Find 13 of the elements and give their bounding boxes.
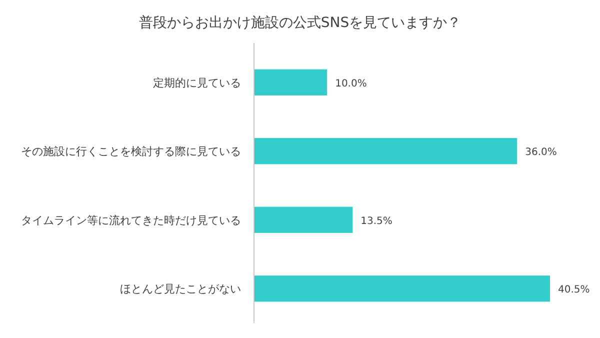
y-tick-label: その施設に行くことを検討する際に見ている bbox=[21, 145, 241, 158]
data-label: 13.5% bbox=[360, 216, 392, 227]
data-label: 36.0% bbox=[525, 147, 557, 158]
bar bbox=[254, 138, 518, 164]
y-tick-label: タイムライン等に流れてきた時だけ見ている bbox=[21, 214, 241, 227]
data-label: 10.0% bbox=[335, 78, 367, 90]
data-label: 40.5% bbox=[558, 284, 590, 296]
y-tick-label: ほとんど見たことがない bbox=[120, 282, 241, 296]
chart-title: 普段からお出かけ施設の公式SNSを見ていますか？ bbox=[138, 14, 462, 31]
bar bbox=[254, 276, 550, 302]
bar bbox=[254, 206, 353, 233]
bar bbox=[254, 69, 328, 96]
y-tick-label: 定期的に見ている bbox=[153, 76, 241, 90]
